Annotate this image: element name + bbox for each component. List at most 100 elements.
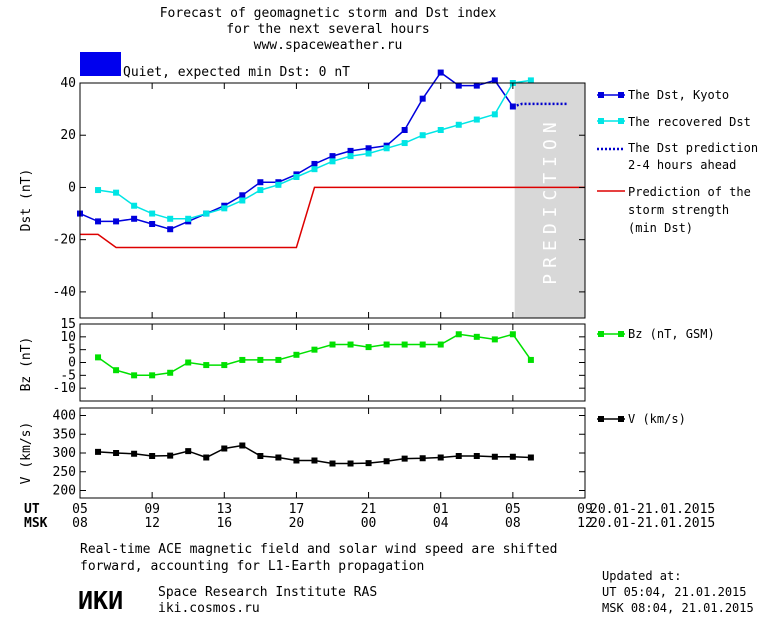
data-point — [239, 356, 246, 363]
data-point — [293, 174, 300, 180]
msk-tick-label: 00 — [361, 516, 377, 531]
data-point — [311, 346, 318, 353]
legend-bz-marker — [618, 331, 624, 337]
data-point — [329, 460, 336, 467]
data-point — [149, 453, 156, 459]
org-site: iki.cosmos.ru — [158, 601, 260, 616]
data-point — [95, 218, 102, 225]
y-tick-label: -10 — [53, 381, 76, 396]
data-point — [95, 354, 102, 361]
ut-tick-label: 13 — [216, 502, 232, 517]
legend-bz-marker — [598, 331, 604, 337]
data-point — [365, 145, 372, 152]
ut-axis-label: UT — [24, 502, 40, 517]
data-point — [365, 344, 372, 351]
series-line-0-0 — [79, 71, 514, 230]
data-point — [221, 205, 228, 212]
data-point — [293, 351, 300, 358]
v-panel-frame — [79, 407, 586, 499]
data-point — [473, 82, 480, 89]
legend-recovered-label: The recovered Dst — [628, 115, 751, 129]
data-point — [257, 187, 264, 194]
ut-date-range: 20.01-21.01.2015 — [590, 502, 715, 517]
note-line1: Real-time ACE magnetic field and solar w… — [80, 542, 557, 557]
data-point — [311, 160, 318, 167]
data-point — [401, 455, 408, 462]
data-point — [329, 341, 336, 348]
data-point — [221, 362, 228, 369]
data-point — [365, 150, 372, 157]
bz-legend: Bz (nT, GSM) — [597, 327, 715, 341]
data-point — [473, 116, 480, 123]
msk-tick-label: 04 — [433, 516, 449, 531]
data-point — [113, 218, 120, 225]
msk-date-range: 20.01-21.01.2015 — [590, 516, 715, 531]
data-point — [491, 336, 498, 343]
data-point — [149, 210, 156, 217]
iki-logo: ИКИ — [78, 586, 123, 615]
legend-v-marker — [598, 416, 604, 422]
data-point — [329, 153, 336, 160]
data-point — [455, 121, 462, 128]
legend-storm-label: Prediction of the — [628, 185, 751, 199]
data-point — [419, 95, 426, 102]
dst-legend: The Dst, Kyoto The recovered Dst The Dst… — [597, 88, 758, 235]
data-point — [293, 457, 300, 464]
status-label: Quiet, expected min Dst: 0 nT — [123, 65, 350, 80]
data-point — [203, 362, 210, 369]
note-line2: forward, accounting for L1-Earth propaga… — [80, 559, 424, 574]
ut-tick-label: 09 — [144, 502, 160, 517]
y-tick-label: 20 — [60, 128, 76, 143]
series-line-0-3 — [80, 186, 585, 249]
ut-tick-label: 17 — [289, 502, 305, 517]
data-point — [185, 215, 192, 222]
data-point — [437, 127, 444, 133]
prediction-band — [514, 83, 585, 318]
org-name: Space Research Institute RAS — [158, 585, 377, 600]
data-point — [275, 356, 282, 363]
data-point — [419, 455, 426, 462]
y-tick-label: 40 — [60, 76, 76, 91]
ut-tick-label: 01 — [433, 502, 449, 517]
data-point — [113, 367, 120, 374]
data-point — [491, 77, 498, 84]
legend-bz-label: Bz (nT, GSM) — [628, 327, 715, 341]
ut-tick-label: 05 — [505, 502, 521, 517]
data-point — [383, 458, 390, 465]
data-point — [239, 197, 246, 204]
data-point — [167, 369, 174, 376]
legend-recovered-marker — [618, 118, 624, 124]
data-point — [437, 69, 444, 76]
data-point — [167, 226, 174, 233]
dst-panel-frame — [79, 82, 586, 319]
ut-tick-label: 21 — [361, 502, 377, 517]
legend-recovered-marker — [598, 118, 604, 124]
series-line-1-0 — [97, 333, 532, 377]
status-swatch — [80, 52, 121, 76]
data-point — [239, 192, 246, 199]
y-tick-label: 400 — [53, 409, 76, 424]
data-point — [437, 341, 444, 348]
data-point — [455, 331, 462, 338]
legend-v-label: V (km/s) — [628, 412, 686, 426]
legend-kyoto-marker — [618, 92, 624, 98]
data-point — [95, 187, 102, 194]
y-tick-label: 0 — [68, 356, 76, 371]
msk-tick-label: 20 — [289, 516, 305, 531]
dst-axis-label: Dst (nT) — [19, 169, 34, 232]
site-url: www.spaceweather.ru — [254, 38, 403, 53]
data-point — [167, 452, 174, 459]
data-point — [221, 445, 228, 452]
v-panel: 400 350 300 250 200 V (km/s) — [19, 407, 586, 499]
legend-v-marker — [618, 416, 624, 422]
data-point — [149, 372, 156, 379]
ut-tick-label: 09 — [577, 502, 593, 517]
data-point — [185, 448, 192, 455]
data-point — [509, 453, 516, 460]
data-point — [113, 450, 120, 456]
data-point — [257, 356, 264, 363]
data-point — [203, 210, 210, 217]
legend-storm-label2: storm strength — [628, 203, 729, 217]
